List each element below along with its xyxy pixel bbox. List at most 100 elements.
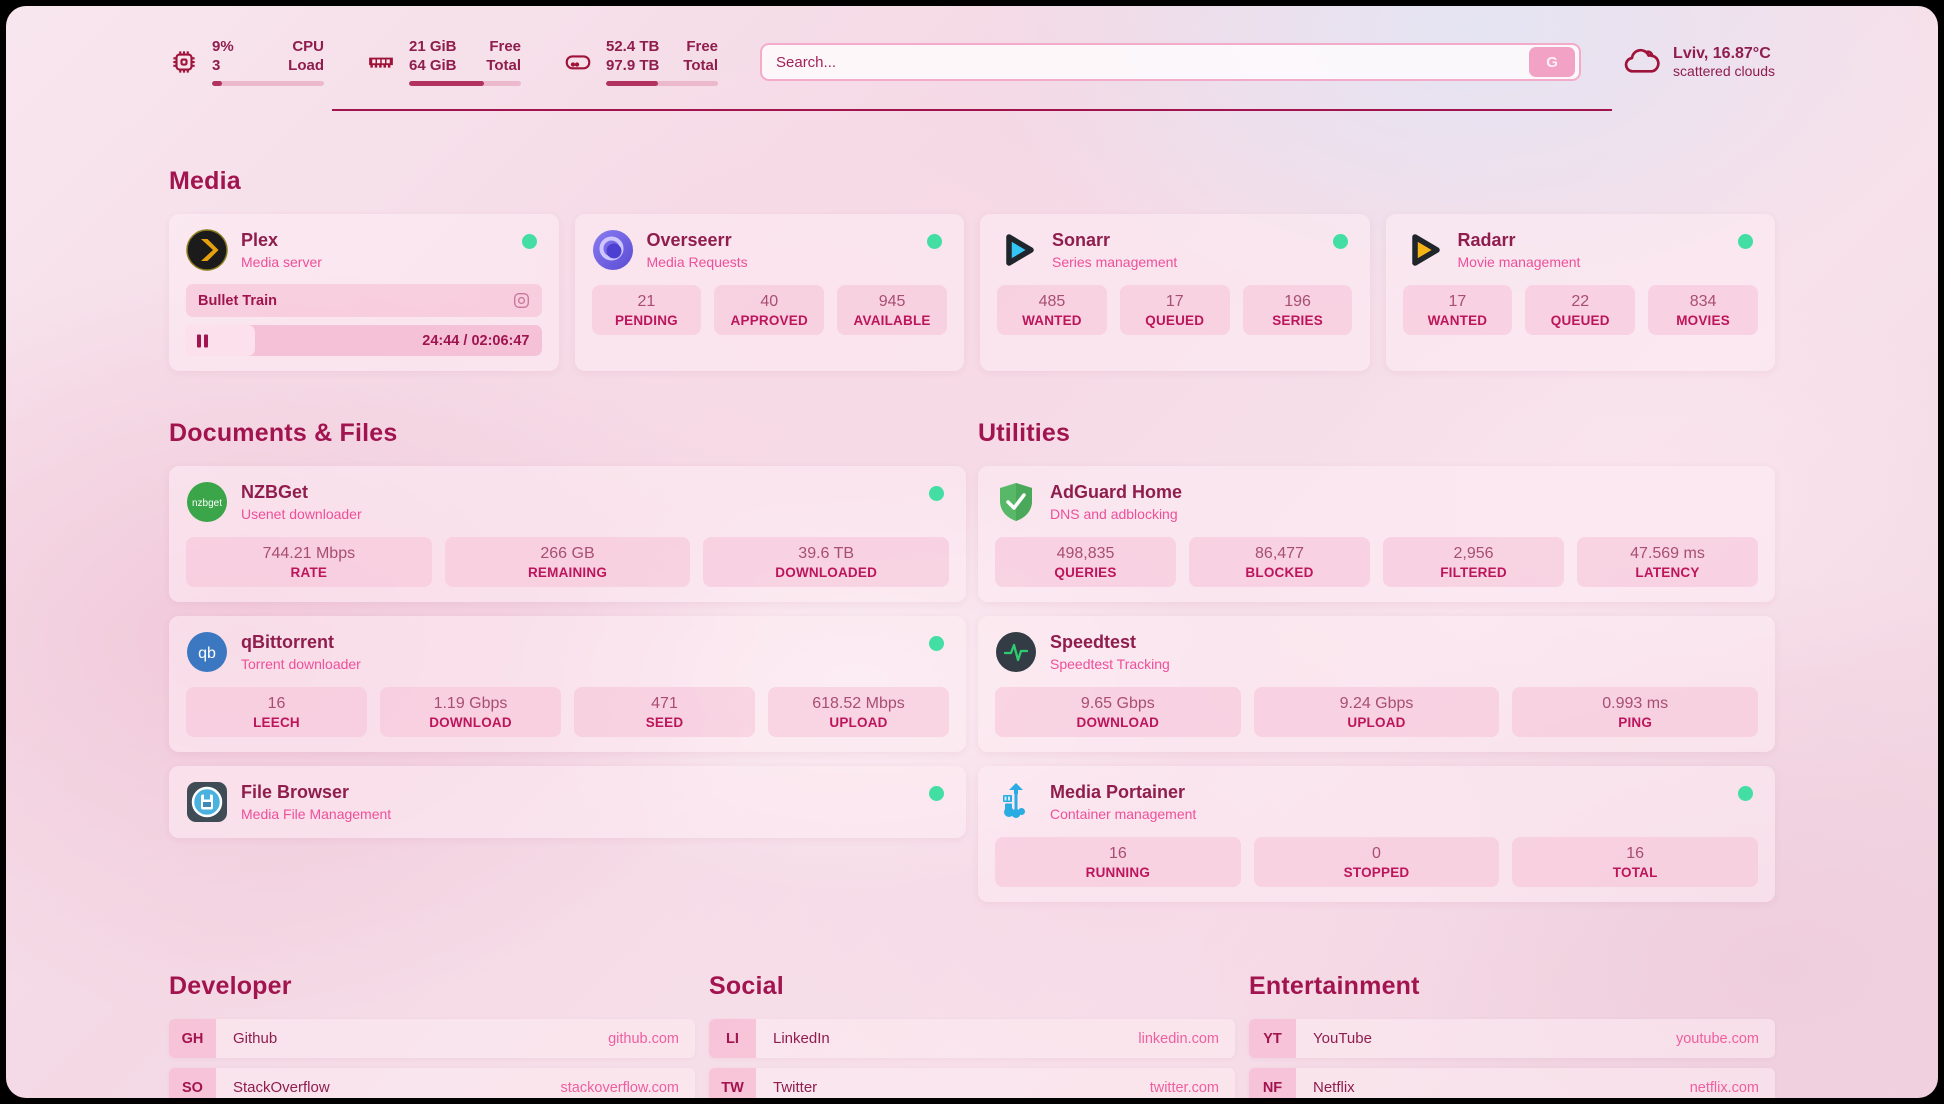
stat-tile: 39.6 TB DOWNLOADED [703, 537, 950, 587]
media-type-icon [513, 292, 530, 309]
app-card-adguard[interactable]: AdGuard Home DNS and adblocking 498,835 … [978, 466, 1775, 602]
link-name: StackOverflow [233, 1079, 330, 1096]
status-online-dot [1738, 234, 1753, 249]
link-row-github[interactable]: GH Github github.com [169, 1019, 695, 1058]
status-online-dot [929, 636, 944, 651]
svg-text:qb: qb [198, 645, 216, 662]
stat-tile: 834 MOVIES [1648, 285, 1758, 335]
stat-tile: 1.19 Gbps DOWNLOAD [380, 687, 561, 737]
app-desc: Media File Management [241, 805, 392, 822]
cpu-progress-bar [212, 80, 324, 86]
ram-icon [366, 47, 396, 77]
status-online-dot [927, 234, 942, 249]
topbar: 9% 3 CPU Load [169, 36, 1775, 88]
disk-icon [563, 47, 593, 77]
link-row-twitter[interactable]: TW Twitter twitter.com [709, 1068, 1235, 1098]
status-online-dot [929, 486, 944, 501]
stat-tile: 16 TOTAL [1512, 837, 1759, 887]
app-card-portainer[interactable]: Media Portainer Container management 16 … [978, 766, 1775, 902]
link-url: github.com [608, 1030, 679, 1047]
status-online-dot [521, 234, 537, 249]
link-url: netflix.com [1689, 1079, 1759, 1096]
stat-tile: 16 LEECH [186, 687, 367, 737]
playback-progress-bar: 24:44 / 02:06:47 [186, 325, 542, 356]
app-desc: Series management [1052, 253, 1178, 270]
overseerr-icon [592, 229, 634, 271]
app-card-plex[interactable]: Plex Media server Bullet Train [169, 214, 559, 371]
app-name: Media Portainer [1050, 782, 1186, 803]
playback-time: 24:44 / 02:06:47 [422, 332, 530, 349]
stat-tile: 0 STOPPED [1253, 837, 1500, 887]
qbittorrent-icon: qb [186, 631, 228, 673]
app-desc: DNS and adblocking [1050, 505, 1178, 522]
link-row-linkedin[interactable]: LI LinkedIn linkedin.com [709, 1019, 1235, 1058]
link-row-stackoverflow[interactable]: SO StackOverflow stackoverflow.com [169, 1068, 695, 1098]
stat-tile: 485 WANTED [997, 285, 1107, 335]
stat-tile: 618.52 Mbps UPLOAD [768, 687, 949, 737]
stat-tile: 86,477 BLOCKED [1189, 537, 1370, 587]
stat-tile: 0.993 ms PING [1512, 687, 1759, 737]
app-card-overseerr[interactable]: Overseerr Media Requests 21 PENDING 40 A… [574, 214, 964, 371]
app-card-radarr[interactable]: Radarr Movie management 17 WANTED 22 QUE… [1385, 214, 1775, 371]
weather-widget: Lviv, 16.87°C scattered clouds [1623, 45, 1775, 79]
disk-stat: 52.4 TB 97.9 TB Free Total [563, 38, 718, 86]
link-tag: YT [1249, 1019, 1296, 1058]
weather-condition: scattered clouds [1673, 63, 1775, 79]
stat-tile: 945 AVAILABLE [837, 285, 947, 335]
stat-tile: 47.569 ms LATENCY [1577, 537, 1758, 587]
app-card-speedtest[interactable]: Speedtest Speedtest Tracking 9.65 Gbps D… [978, 616, 1775, 752]
link-row-youtube[interactable]: YT YouTube youtube.com [1249, 1019, 1775, 1058]
cloud-icon [1623, 46, 1661, 78]
stat-tile: 2,956 FILTERED [1383, 537, 1564, 587]
nzbget-icon: nzbget [186, 481, 228, 523]
svg-text:nzbget: nzbget [192, 498, 222, 509]
app-name: Speedtest [1050, 632, 1137, 653]
stat-tile: 22 QUEUED [1525, 285, 1636, 335]
link-name: Github [233, 1030, 278, 1047]
search-engine-button[interactable]: G [1529, 47, 1576, 77]
app-card-filebrowser[interactable]: File Browser Media File Management [169, 766, 966, 838]
plex-icon [186, 229, 228, 271]
cpu-icon [169, 47, 199, 77]
app-desc: Usenet downloader [241, 505, 362, 522]
link-url: linkedin.com [1138, 1030, 1219, 1047]
section-title-documents: Documents & Files [169, 419, 398, 447]
app-card-sonarr[interactable]: Sonarr Series management 485 WANTED 17 Q… [980, 214, 1370, 371]
now-playing-row: Bullet Train [186, 284, 542, 317]
disk-progress-bar [606, 80, 718, 86]
link-name: Netflix [1313, 1079, 1355, 1096]
ram-progress-bar [409, 80, 521, 86]
app-name: NZBGet [241, 482, 308, 503]
app-name: File Browser [241, 782, 350, 803]
link-row-netflix[interactable]: NF Netflix netflix.com [1249, 1068, 1775, 1098]
portainer-icon [995, 781, 1037, 823]
stat-tile: 16 RUNNING [995, 837, 1241, 887]
app-desc: Media Requests [646, 253, 748, 270]
link-url: youtube.com [1675, 1030, 1759, 1047]
status-online-dot [929, 786, 944, 801]
app-card-qbittorrent[interactable]: qb qBittorrent Torrent downloader 16 [169, 616, 966, 752]
section-title-developer: Developer [169, 972, 292, 1000]
app-name: Plex [241, 230, 279, 251]
link-url: twitter.com [1149, 1079, 1219, 1096]
radarr-icon [1403, 229, 1445, 271]
link-tag: TW [709, 1068, 756, 1098]
adguard-icon [995, 481, 1037, 523]
status-online-dot [1332, 234, 1348, 249]
pause-icon[interactable] [197, 334, 208, 347]
disk-labels: Free Total [683, 38, 718, 74]
app-desc: Container management [1050, 805, 1197, 822]
link-tag: LI [709, 1019, 756, 1058]
app-card-nzbget[interactable]: nzbget NZBGet Usenet downloader 744. [169, 466, 966, 602]
app-name: Sonarr [1052, 230, 1111, 251]
app-desc: Movie management [1457, 253, 1581, 270]
section-title-media: Media [169, 167, 241, 195]
cpu-values: 9% 3 [212, 38, 234, 74]
app-desc: Speedtest Tracking [1050, 655, 1170, 672]
filebrowser-icon [186, 781, 228, 823]
search-input[interactable] [776, 53, 1530, 71]
status-online-dot [1738, 786, 1753, 801]
speedtest-icon [995, 631, 1037, 673]
app-name: Radarr [1457, 230, 1516, 251]
link-tag: NF [1249, 1068, 1296, 1098]
